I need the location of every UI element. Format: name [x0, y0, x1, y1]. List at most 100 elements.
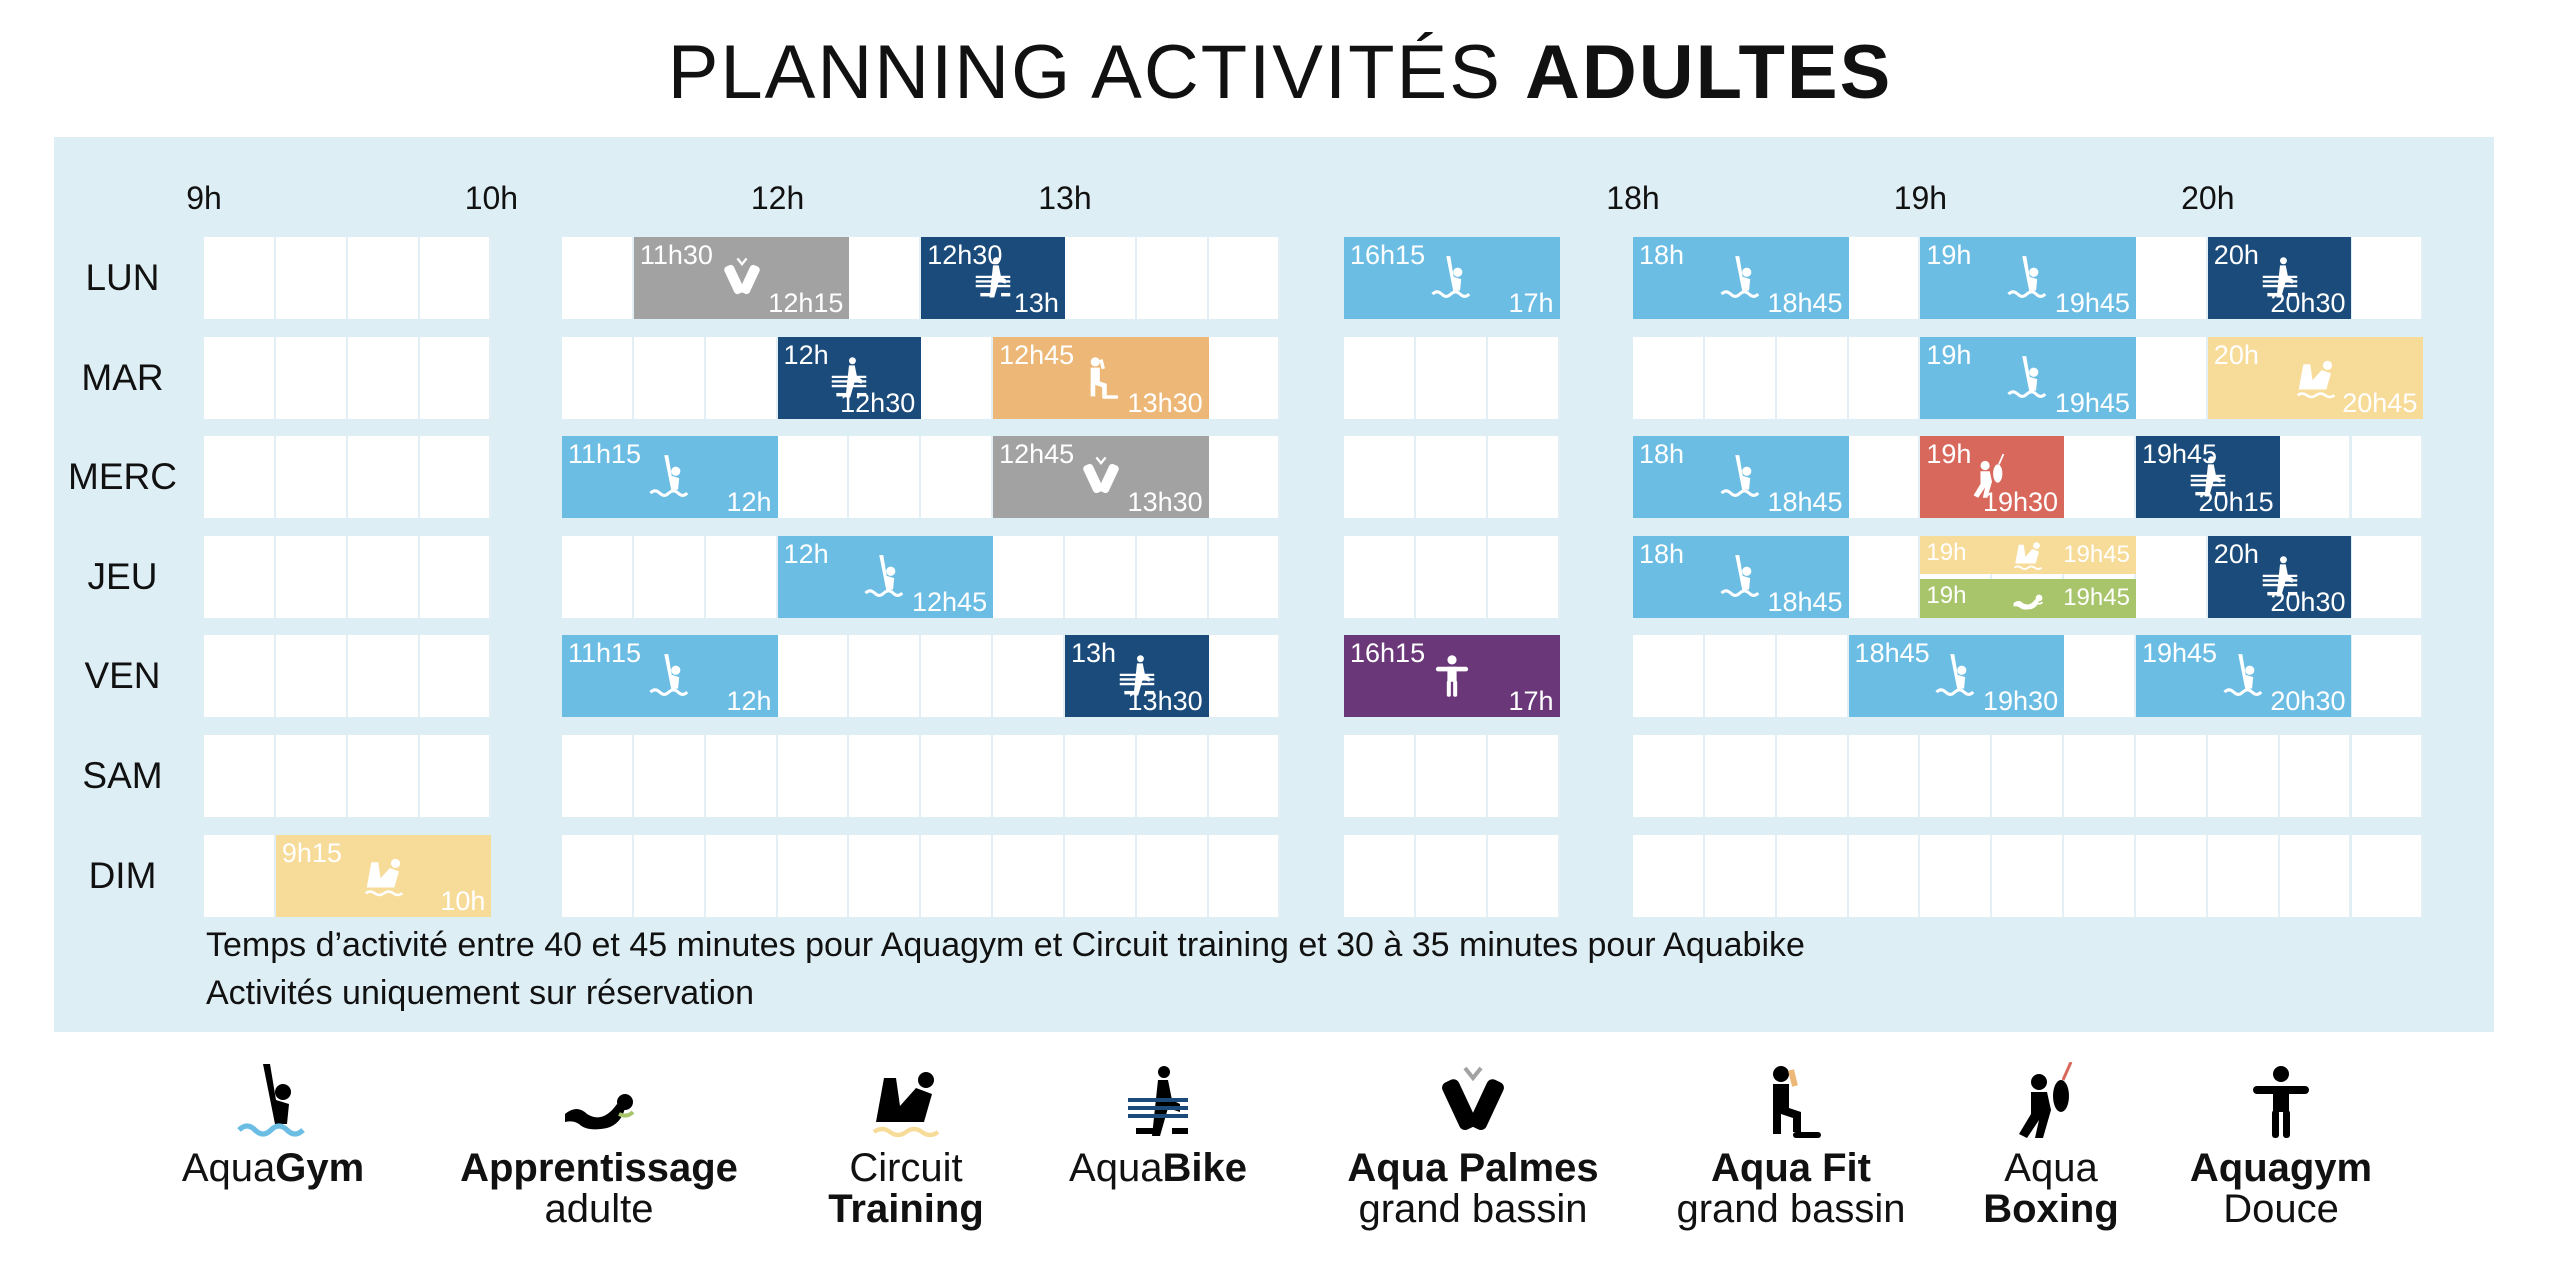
- time-slot-cell: [1920, 834, 1993, 917]
- session-aquabike[interactable]: 19h45 20h15: [2135, 436, 2280, 519]
- session-aquagym[interactable]: 18h 18h45: [1633, 436, 1849, 519]
- session-aquagym[interactable]: 19h45 20h30: [2135, 635, 2352, 718]
- hour-label: 12h: [750, 180, 805, 216]
- swimming-learner-icon: [2013, 594, 2044, 610]
- session-palmes[interactable]: 11h30 12h15: [633, 237, 850, 319]
- step-fitness-icon: [1773, 1066, 1821, 1138]
- session-start-time: 18h45: [1854, 638, 1930, 669]
- session-start-time: 11h15: [568, 439, 642, 470]
- time-slot-cell: [2351, 735, 2424, 817]
- time-slot-cell: [204, 336, 276, 419]
- session-aquagym[interactable]: 19h 19h45: [1920, 336, 2136, 419]
- time-slot-cell: [777, 436, 850, 519]
- legend-line: AquaGym: [113, 1148, 433, 1189]
- time-slot-cell: [1208, 237, 1281, 319]
- session-aquabike[interactable]: 12h30 13h: [921, 237, 1065, 319]
- session-aquagym[interactable]: 11h15 12h: [562, 635, 778, 718]
- session-aquabike[interactable]: 20h 20h30: [2207, 535, 2352, 618]
- time-slot-cell: [1415, 535, 1488, 618]
- session-douce[interactable]: 16h15 17h: [1344, 635, 1560, 718]
- time-slot-cell: [993, 834, 1065, 917]
- session-fit[interactable]: 12h45 13h30: [993, 336, 1209, 419]
- legend-item-aquagym: AquaGym: [113, 1062, 433, 1189]
- time-slot-cell: [1633, 735, 1705, 817]
- time-slot-cell: [849, 436, 922, 519]
- time-slot-cell: [849, 635, 922, 718]
- session-start-time: 16h15: [1350, 638, 1426, 669]
- time-slot-cell: [1208, 635, 1281, 718]
- boxing-icon: [1973, 454, 2005, 498]
- time-slot-cell: [921, 436, 994, 519]
- session-circuit[interactable]: 9h15 10h: [275, 834, 492, 917]
- session-aquabike[interactable]: 20h 20h30: [2207, 237, 2352, 319]
- circuit-training-icon: [364, 858, 403, 896]
- session-circuit[interactable]: 20h 20h45: [2207, 336, 2424, 419]
- session-aquagym[interactable]: 16h15 17h: [1344, 237, 1560, 319]
- session-aquagym[interactable]: 18h45 19h30: [1848, 635, 2065, 718]
- time-slot-cell: [1704, 635, 1777, 718]
- session-boxing[interactable]: 19h 19h30: [1920, 436, 2065, 519]
- session-start-time: 20h: [2213, 339, 2259, 370]
- time-slot-cell: [1487, 735, 1560, 817]
- time-slot-cell: [562, 237, 634, 319]
- session-start-time: 11h15: [568, 638, 642, 669]
- session-apprentissage[interactable]: 19h 19h45: [1920, 578, 2136, 618]
- session-aquagym[interactable]: 19h 19h45: [1920, 237, 2136, 319]
- session-end-time: 12h45: [912, 586, 988, 617]
- legend-line: Training: [746, 1189, 1066, 1230]
- time-slot-cell: [1992, 834, 2065, 917]
- time-slot-cell: [347, 336, 420, 419]
- time-slot-cell: [1776, 834, 1849, 917]
- session-aquabike[interactable]: 13h 13h30: [1064, 635, 1209, 718]
- session-end-time: 19h45: [2054, 288, 2130, 318]
- session-circuit[interactable]: 19h 19h45: [1920, 535, 2136, 574]
- time-slot-cell: [2135, 535, 2208, 618]
- session-aquabike[interactable]: 12h 12h30: [777, 336, 922, 419]
- time-slot-cell: [1776, 635, 1849, 718]
- legend-item-circuit: Circuit Training: [746, 1062, 1066, 1230]
- session-start-time: 18h: [1639, 240, 1685, 270]
- time-slot-cell: [1415, 834, 1488, 917]
- swimmer-icon: [1720, 554, 1760, 597]
- time-slot-cell: [1848, 535, 1921, 618]
- session-palmes[interactable]: 12h45 13h30: [993, 436, 1209, 519]
- session-start-time: 11h30: [639, 240, 713, 270]
- time-slot-cell: [705, 834, 778, 917]
- fins-icon: [1442, 1066, 1504, 1131]
- session-start-time: 18h: [1639, 538, 1685, 569]
- title-bold: ADULTES: [1525, 30, 1893, 115]
- session-start-time: 13h: [1070, 638, 1116, 669]
- time-slot-cell: [1344, 535, 1416, 618]
- time-slot-cell: [419, 635, 492, 718]
- time-slot-cell: [419, 735, 492, 817]
- session-end-time: 20h30: [2270, 288, 2346, 318]
- legend-line: Douce: [2121, 1189, 2441, 1230]
- time-slot-cell: [1848, 336, 1921, 419]
- session-start-time: 19h: [1926, 538, 1967, 566]
- time-slot-cell: [777, 635, 850, 718]
- hour-label: 10h: [464, 180, 519, 216]
- time-slot-cell: [419, 436, 492, 519]
- legend-item-fit: Aqua Fit grand bassin: [1631, 1062, 1951, 1230]
- time-slot-cell: [1064, 834, 1137, 917]
- time-slot-cell: [849, 735, 922, 817]
- legend-text: Aqua: [181, 1146, 276, 1190]
- time-slot-cell: [2351, 635, 2424, 718]
- session-aquagym[interactable]: 12h 12h45: [777, 535, 994, 618]
- legend-line: Circuit: [746, 1148, 1066, 1189]
- circuit-training-icon: [872, 1072, 940, 1138]
- session-start-time: 20h: [2213, 538, 2259, 569]
- session-aquagym[interactable]: 18h 18h45: [1633, 237, 1849, 319]
- time-slot-cell: [2351, 436, 2424, 519]
- time-slot-cell: [204, 535, 276, 618]
- session-aquagym[interactable]: 18h 18h45: [1633, 535, 1849, 618]
- time-slot-cell: [275, 635, 348, 718]
- time-slot-cell: [1487, 535, 1560, 618]
- swimmer-icon: [2223, 654, 2263, 697]
- session-end-time: 12h: [726, 686, 772, 717]
- session-aquagym[interactable]: 11h15 12h: [562, 436, 778, 519]
- time-slot-cell: [1704, 735, 1777, 817]
- legend-text: Circuit: [849, 1146, 963, 1190]
- session-start-time: 18h: [1639, 439, 1685, 470]
- time-slot-cell: [1415, 735, 1488, 817]
